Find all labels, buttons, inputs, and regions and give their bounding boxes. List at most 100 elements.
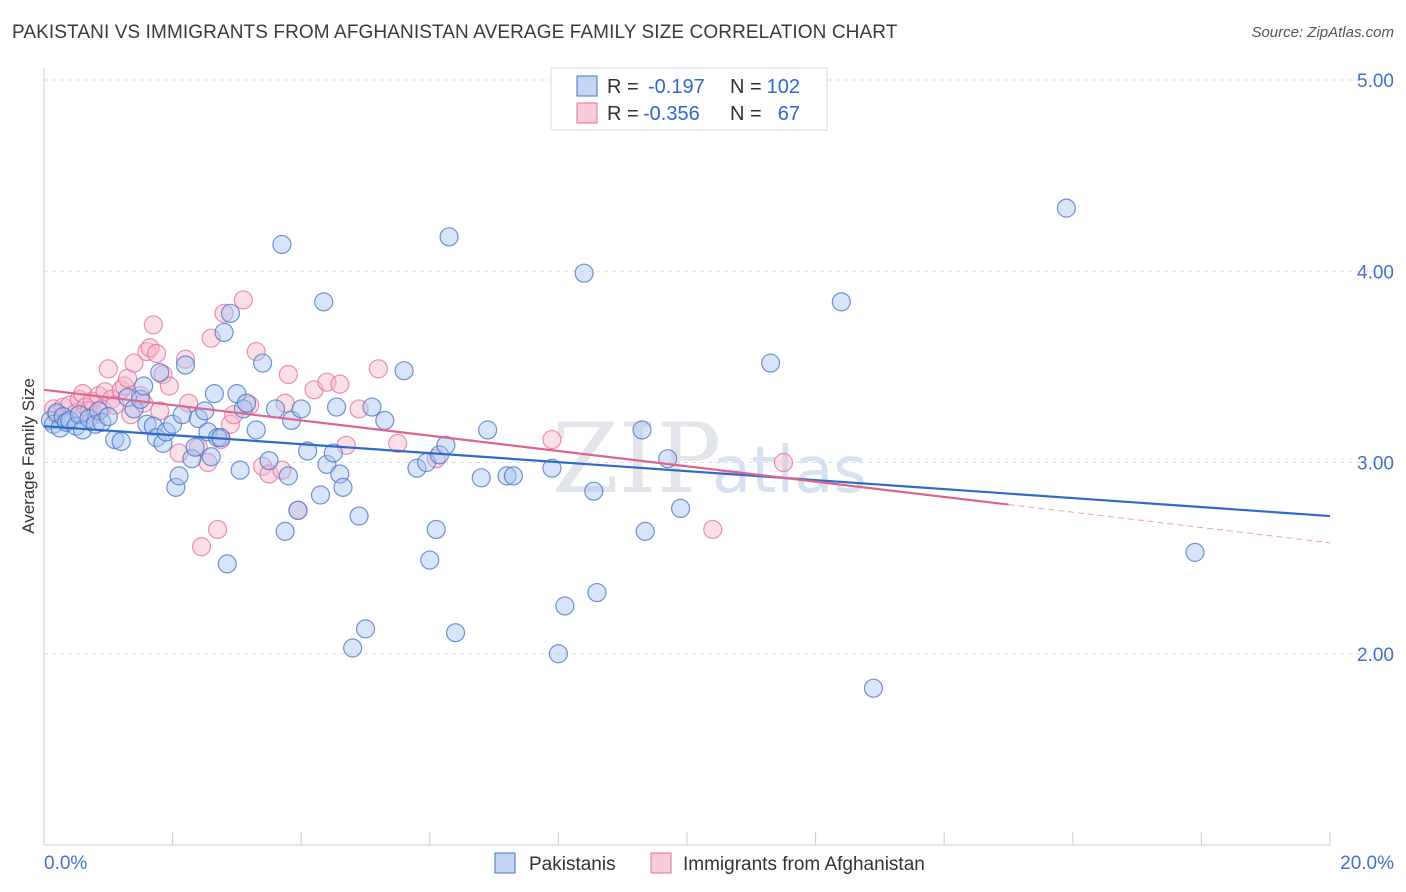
pakistanis-point-97	[1056, 198, 1076, 218]
pakistanis-point-59	[310, 485, 331, 505]
afghanistan-point-62	[703, 519, 723, 540]
afghanistan-point-44	[233, 290, 253, 310]
pakistanis-point-28	[166, 477, 186, 497]
pakistanis-point-42	[217, 554, 237, 574]
x-tick-label-min: 0.0%	[44, 853, 87, 874]
series-legend-label-afghanistan: Immigrants from Afghanistan	[683, 854, 925, 875]
afghanistan-point-27	[143, 315, 163, 335]
legend-r-value-1: -0.197	[648, 76, 705, 98]
pakistanis-point-34	[188, 408, 208, 429]
series-legend-swatch-afghanistan	[650, 852, 672, 874]
pakistanis-point-41	[214, 322, 234, 343]
pakistanis-point-89	[587, 582, 607, 603]
pakistanis-point-88	[584, 481, 604, 501]
y-tick-label-4: 4.00	[1357, 262, 1394, 283]
afghanistan-trend-extension	[1008, 504, 1331, 544]
pakistanis-point-43	[220, 303, 241, 323]
afghanistan-point-48	[259, 464, 279, 484]
pakistanis-point-37	[201, 447, 221, 467]
legend-n-value-2: 67	[778, 103, 800, 125]
pakistanis-point-57	[291, 399, 311, 419]
pakistanis-point-94	[760, 353, 781, 373]
legend-n-label-2: N =	[730, 103, 762, 125]
afghanistan-trend-line	[43, 388, 1009, 506]
afghanistan-point-39	[208, 519, 228, 540]
pakistanis-point-56	[288, 500, 308, 520]
pakistanis-point-50	[259, 450, 279, 471]
pakistanis-point-83	[503, 466, 523, 486]
pakistanis-point-90	[632, 420, 652, 440]
pakistanis-point-74	[420, 550, 440, 570]
legend-swatch-blue	[576, 75, 598, 97]
legend-n-label-1: N =	[730, 76, 762, 98]
pakistanis-point-38	[204, 384, 224, 404]
pakistanis-point-20	[134, 376, 154, 396]
pakistanis-point-81	[478, 420, 498, 440]
pakistanis-point-78	[439, 227, 459, 247]
afghanistan-point-30	[153, 364, 173, 385]
legend-n-value-1: 102	[767, 76, 800, 98]
pakistanis-point-82	[497, 466, 517, 486]
watermark-zip: ZIP	[552, 403, 721, 515]
y-axis-title: Average Family Size	[19, 378, 38, 534]
pakistanis-point-24	[150, 363, 170, 383]
y-tick-label-2: 2.00	[1357, 645, 1394, 666]
pakistanis-point-30	[172, 405, 192, 425]
pakistanis-point-47	[236, 393, 257, 413]
afghanistan-point-41	[214, 303, 234, 323]
y-tick-label-3: 3.00	[1357, 454, 1394, 475]
pakistanis-point-95	[831, 292, 851, 312]
x-ticks	[43, 832, 1331, 845]
pakistanis-point-52	[272, 234, 292, 255]
pakistanis-point-96	[863, 678, 884, 698]
gridlines	[44, 79, 1394, 655]
pakistanis-point-54	[278, 466, 298, 486]
pakistanis-point-29	[169, 466, 189, 486]
pakistanis-point-66	[343, 638, 363, 658]
pakistanis-point-53	[275, 521, 295, 541]
pakistanis-point-12	[89, 401, 109, 421]
pakistanis-point-61	[317, 454, 337, 475]
correlation-legend: R = -0.197 N = 102 R = -0.356 N = 67	[550, 67, 828, 131]
pakistanis-point-86	[555, 596, 575, 616]
afghanistan-point-61	[542, 429, 562, 450]
pakistanis-point-35	[195, 401, 215, 421]
pakistanis-point-51	[265, 399, 286, 419]
watermark-atlas: atlas	[712, 434, 867, 508]
legend-r-label-1: R =	[607, 76, 639, 98]
afghanistan-point-15	[98, 359, 118, 379]
afghanistan-point-33	[175, 349, 196, 369]
pakistanis-point-60	[314, 292, 334, 312]
legend-swatch-pink	[576, 102, 598, 124]
afghanistan-point-43	[224, 405, 244, 425]
pakistanis-point-8	[69, 405, 89, 425]
pakistanis-point-68	[355, 619, 376, 639]
afghanistan-point-55	[330, 374, 350, 394]
afghanistan-point-46	[246, 341, 266, 362]
afghanistan-point-59	[388, 433, 408, 453]
afghanistan-point-63	[773, 452, 794, 473]
pakistanis-point-85	[548, 644, 569, 664]
pakistanis-point-84	[542, 458, 562, 478]
pakistanis-point-45	[230, 460, 250, 480]
trend-lines	[43, 388, 1331, 544]
pakistanis-point-58	[298, 441, 318, 461]
pakistanis-point-87	[574, 263, 594, 283]
pakistanis-point-26	[156, 422, 176, 442]
pakistanis-point-80	[471, 468, 491, 488]
x-tick-label-max: 20.0%	[1340, 853, 1394, 874]
pakistanis-point-70	[375, 410, 395, 431]
pakistanis-point-69	[362, 397, 382, 417]
pakistanis-point-98	[1185, 542, 1205, 562]
legend-r-value-2: -0.356	[643, 103, 700, 125]
pakistanis-point-14	[98, 407, 118, 427]
y-tick-labels: 2.00 3.00 4.00 5.00	[1357, 71, 1394, 666]
chart-title: PAKISTANI VS IMMIGRANTS FROM AFGHANISTAN…	[12, 22, 898, 43]
pakistanis-trend-line	[43, 425, 1331, 518]
source-label: Source: ZipAtlas.com	[1251, 24, 1394, 41]
pakistanis-point-71	[394, 361, 414, 381]
pakistanis-point-67	[349, 506, 369, 526]
pakistanis-point-79	[445, 623, 466, 643]
series-legend: Pakistanis Immigrants from Afghanistan	[494, 852, 925, 875]
